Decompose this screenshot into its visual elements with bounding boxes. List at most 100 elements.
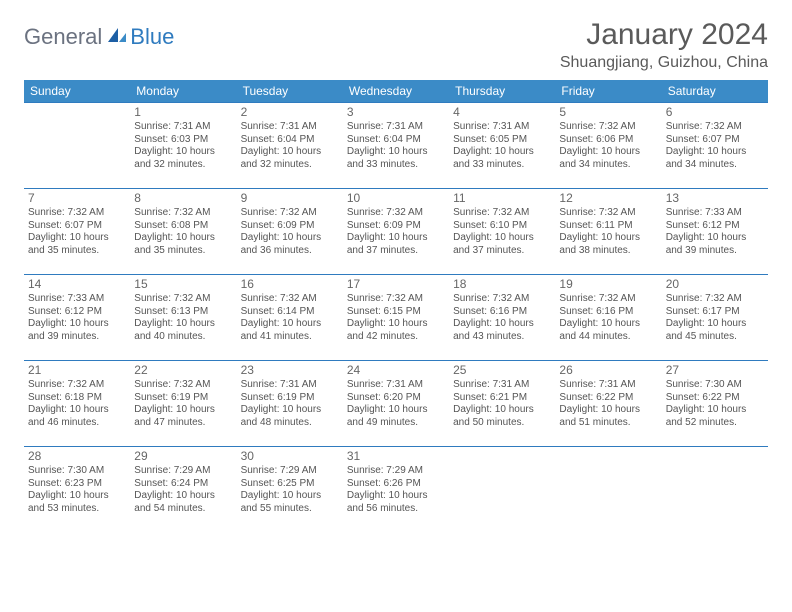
sunset-text: Sunset: 6:18 PM bbox=[28, 392, 126, 405]
col-sunday: Sunday bbox=[24, 80, 130, 103]
sunrise-text: Sunrise: 7:32 AM bbox=[453, 293, 551, 306]
day-number: 7 bbox=[28, 191, 126, 206]
calendar-cell: 14Sunrise: 7:33 AMSunset: 6:12 PMDayligh… bbox=[24, 275, 130, 361]
daylight-text: and 38 minutes. bbox=[559, 245, 657, 258]
daylight-text: and 35 minutes. bbox=[134, 245, 232, 258]
col-monday: Monday bbox=[130, 80, 236, 103]
sunset-text: Sunset: 6:05 PM bbox=[453, 134, 551, 147]
sunrise-text: Sunrise: 7:31 AM bbox=[347, 379, 445, 392]
sunset-text: Sunset: 6:16 PM bbox=[559, 306, 657, 319]
calendar-table: Sunday Monday Tuesday Wednesday Thursday… bbox=[24, 80, 768, 533]
daylight-text: and 39 minutes. bbox=[28, 331, 126, 344]
daylight-text: Daylight: 10 hours bbox=[134, 404, 232, 417]
day-number: 12 bbox=[559, 191, 657, 206]
sunset-text: Sunset: 6:22 PM bbox=[559, 392, 657, 405]
sunset-text: Sunset: 6:21 PM bbox=[453, 392, 551, 405]
calendar-cell: 23Sunrise: 7:31 AMSunset: 6:19 PMDayligh… bbox=[237, 361, 343, 447]
col-saturday: Saturday bbox=[662, 80, 768, 103]
calendar-week-row: 1Sunrise: 7:31 AMSunset: 6:03 PMDaylight… bbox=[24, 103, 768, 189]
sunset-text: Sunset: 6:25 PM bbox=[241, 478, 339, 491]
daylight-text: Daylight: 10 hours bbox=[28, 232, 126, 245]
calendar-cell: 12Sunrise: 7:32 AMSunset: 6:11 PMDayligh… bbox=[555, 189, 661, 275]
day-number: 14 bbox=[28, 277, 126, 292]
sunset-text: Sunset: 6:12 PM bbox=[28, 306, 126, 319]
daylight-text: and 39 minutes. bbox=[666, 245, 764, 258]
calendar-cell: 4Sunrise: 7:31 AMSunset: 6:05 PMDaylight… bbox=[449, 103, 555, 189]
sunset-text: Sunset: 6:22 PM bbox=[666, 392, 764, 405]
sunset-text: Sunset: 6:07 PM bbox=[28, 220, 126, 233]
col-thursday: Thursday bbox=[449, 80, 555, 103]
sunrise-text: Sunrise: 7:32 AM bbox=[28, 379, 126, 392]
sunset-text: Sunset: 6:12 PM bbox=[666, 220, 764, 233]
day-number: 24 bbox=[347, 363, 445, 378]
calendar-week-row: 28Sunrise: 7:30 AMSunset: 6:23 PMDayligh… bbox=[24, 447, 768, 533]
daylight-text: Daylight: 10 hours bbox=[241, 232, 339, 245]
daylight-text: and 34 minutes. bbox=[666, 159, 764, 172]
day-number: 13 bbox=[666, 191, 764, 206]
day-number: 17 bbox=[347, 277, 445, 292]
calendar-cell: 21Sunrise: 7:32 AMSunset: 6:18 PMDayligh… bbox=[24, 361, 130, 447]
daylight-text: Daylight: 10 hours bbox=[134, 146, 232, 159]
daylight-text: and 41 minutes. bbox=[241, 331, 339, 344]
daylight-text: Daylight: 10 hours bbox=[241, 490, 339, 503]
calendar-cell bbox=[449, 447, 555, 533]
sunrise-text: Sunrise: 7:32 AM bbox=[134, 379, 232, 392]
sunrise-text: Sunrise: 7:31 AM bbox=[134, 121, 232, 134]
day-number: 20 bbox=[666, 277, 764, 292]
sunset-text: Sunset: 6:07 PM bbox=[666, 134, 764, 147]
day-number: 2 bbox=[241, 105, 339, 120]
calendar-cell: 29Sunrise: 7:29 AMSunset: 6:24 PMDayligh… bbox=[130, 447, 236, 533]
daylight-text: Daylight: 10 hours bbox=[28, 404, 126, 417]
daylight-text: Daylight: 10 hours bbox=[453, 404, 551, 417]
sunset-text: Sunset: 6:09 PM bbox=[241, 220, 339, 233]
daylight-text: and 34 minutes. bbox=[559, 159, 657, 172]
calendar-cell bbox=[662, 447, 768, 533]
daylight-text: Daylight: 10 hours bbox=[347, 146, 445, 159]
sunrise-text: Sunrise: 7:31 AM bbox=[559, 379, 657, 392]
sunset-text: Sunset: 6:17 PM bbox=[666, 306, 764, 319]
day-number: 23 bbox=[241, 363, 339, 378]
daylight-text: and 36 minutes. bbox=[241, 245, 339, 258]
sunset-text: Sunset: 6:20 PM bbox=[347, 392, 445, 405]
sunset-text: Sunset: 6:19 PM bbox=[134, 392, 232, 405]
calendar-cell: 25Sunrise: 7:31 AMSunset: 6:21 PMDayligh… bbox=[449, 361, 555, 447]
calendar-week-row: 7Sunrise: 7:32 AMSunset: 6:07 PMDaylight… bbox=[24, 189, 768, 275]
calendar-cell: 28Sunrise: 7:30 AMSunset: 6:23 PMDayligh… bbox=[24, 447, 130, 533]
sunrise-text: Sunrise: 7:32 AM bbox=[134, 293, 232, 306]
day-number: 9 bbox=[241, 191, 339, 206]
sunrise-text: Sunrise: 7:31 AM bbox=[347, 121, 445, 134]
calendar-cell bbox=[24, 103, 130, 189]
day-number: 6 bbox=[666, 105, 764, 120]
daylight-text: and 53 minutes. bbox=[28, 503, 126, 516]
day-number: 10 bbox=[347, 191, 445, 206]
day-number: 3 bbox=[347, 105, 445, 120]
calendar-cell: 18Sunrise: 7:32 AMSunset: 6:16 PMDayligh… bbox=[449, 275, 555, 361]
day-number: 25 bbox=[453, 363, 551, 378]
calendar-cell: 5Sunrise: 7:32 AMSunset: 6:06 PMDaylight… bbox=[555, 103, 661, 189]
daylight-text: Daylight: 10 hours bbox=[666, 232, 764, 245]
sunrise-text: Sunrise: 7:32 AM bbox=[347, 293, 445, 306]
daylight-text: Daylight: 10 hours bbox=[453, 146, 551, 159]
calendar-cell: 9Sunrise: 7:32 AMSunset: 6:09 PMDaylight… bbox=[237, 189, 343, 275]
daylight-text: Daylight: 10 hours bbox=[347, 232, 445, 245]
sunset-text: Sunset: 6:08 PM bbox=[134, 220, 232, 233]
calendar-cell: 24Sunrise: 7:31 AMSunset: 6:20 PMDayligh… bbox=[343, 361, 449, 447]
sunset-text: Sunset: 6:03 PM bbox=[134, 134, 232, 147]
daylight-text: Daylight: 10 hours bbox=[241, 318, 339, 331]
sunrise-text: Sunrise: 7:30 AM bbox=[28, 465, 126, 478]
daylight-text: and 40 minutes. bbox=[134, 331, 232, 344]
calendar-cell: 3Sunrise: 7:31 AMSunset: 6:04 PMDaylight… bbox=[343, 103, 449, 189]
daylight-text: and 33 minutes. bbox=[453, 159, 551, 172]
daylight-text: Daylight: 10 hours bbox=[453, 232, 551, 245]
col-wednesday: Wednesday bbox=[343, 80, 449, 103]
daylight-text: Daylight: 10 hours bbox=[241, 146, 339, 159]
day-number: 15 bbox=[134, 277, 232, 292]
day-number: 31 bbox=[347, 449, 445, 464]
calendar-body: 1Sunrise: 7:31 AMSunset: 6:03 PMDaylight… bbox=[24, 103, 768, 533]
daylight-text: and 56 minutes. bbox=[347, 503, 445, 516]
daylight-text: and 42 minutes. bbox=[347, 331, 445, 344]
daylight-text: Daylight: 10 hours bbox=[666, 146, 764, 159]
sunrise-text: Sunrise: 7:33 AM bbox=[28, 293, 126, 306]
day-number: 30 bbox=[241, 449, 339, 464]
daylight-text: and 52 minutes. bbox=[666, 417, 764, 430]
